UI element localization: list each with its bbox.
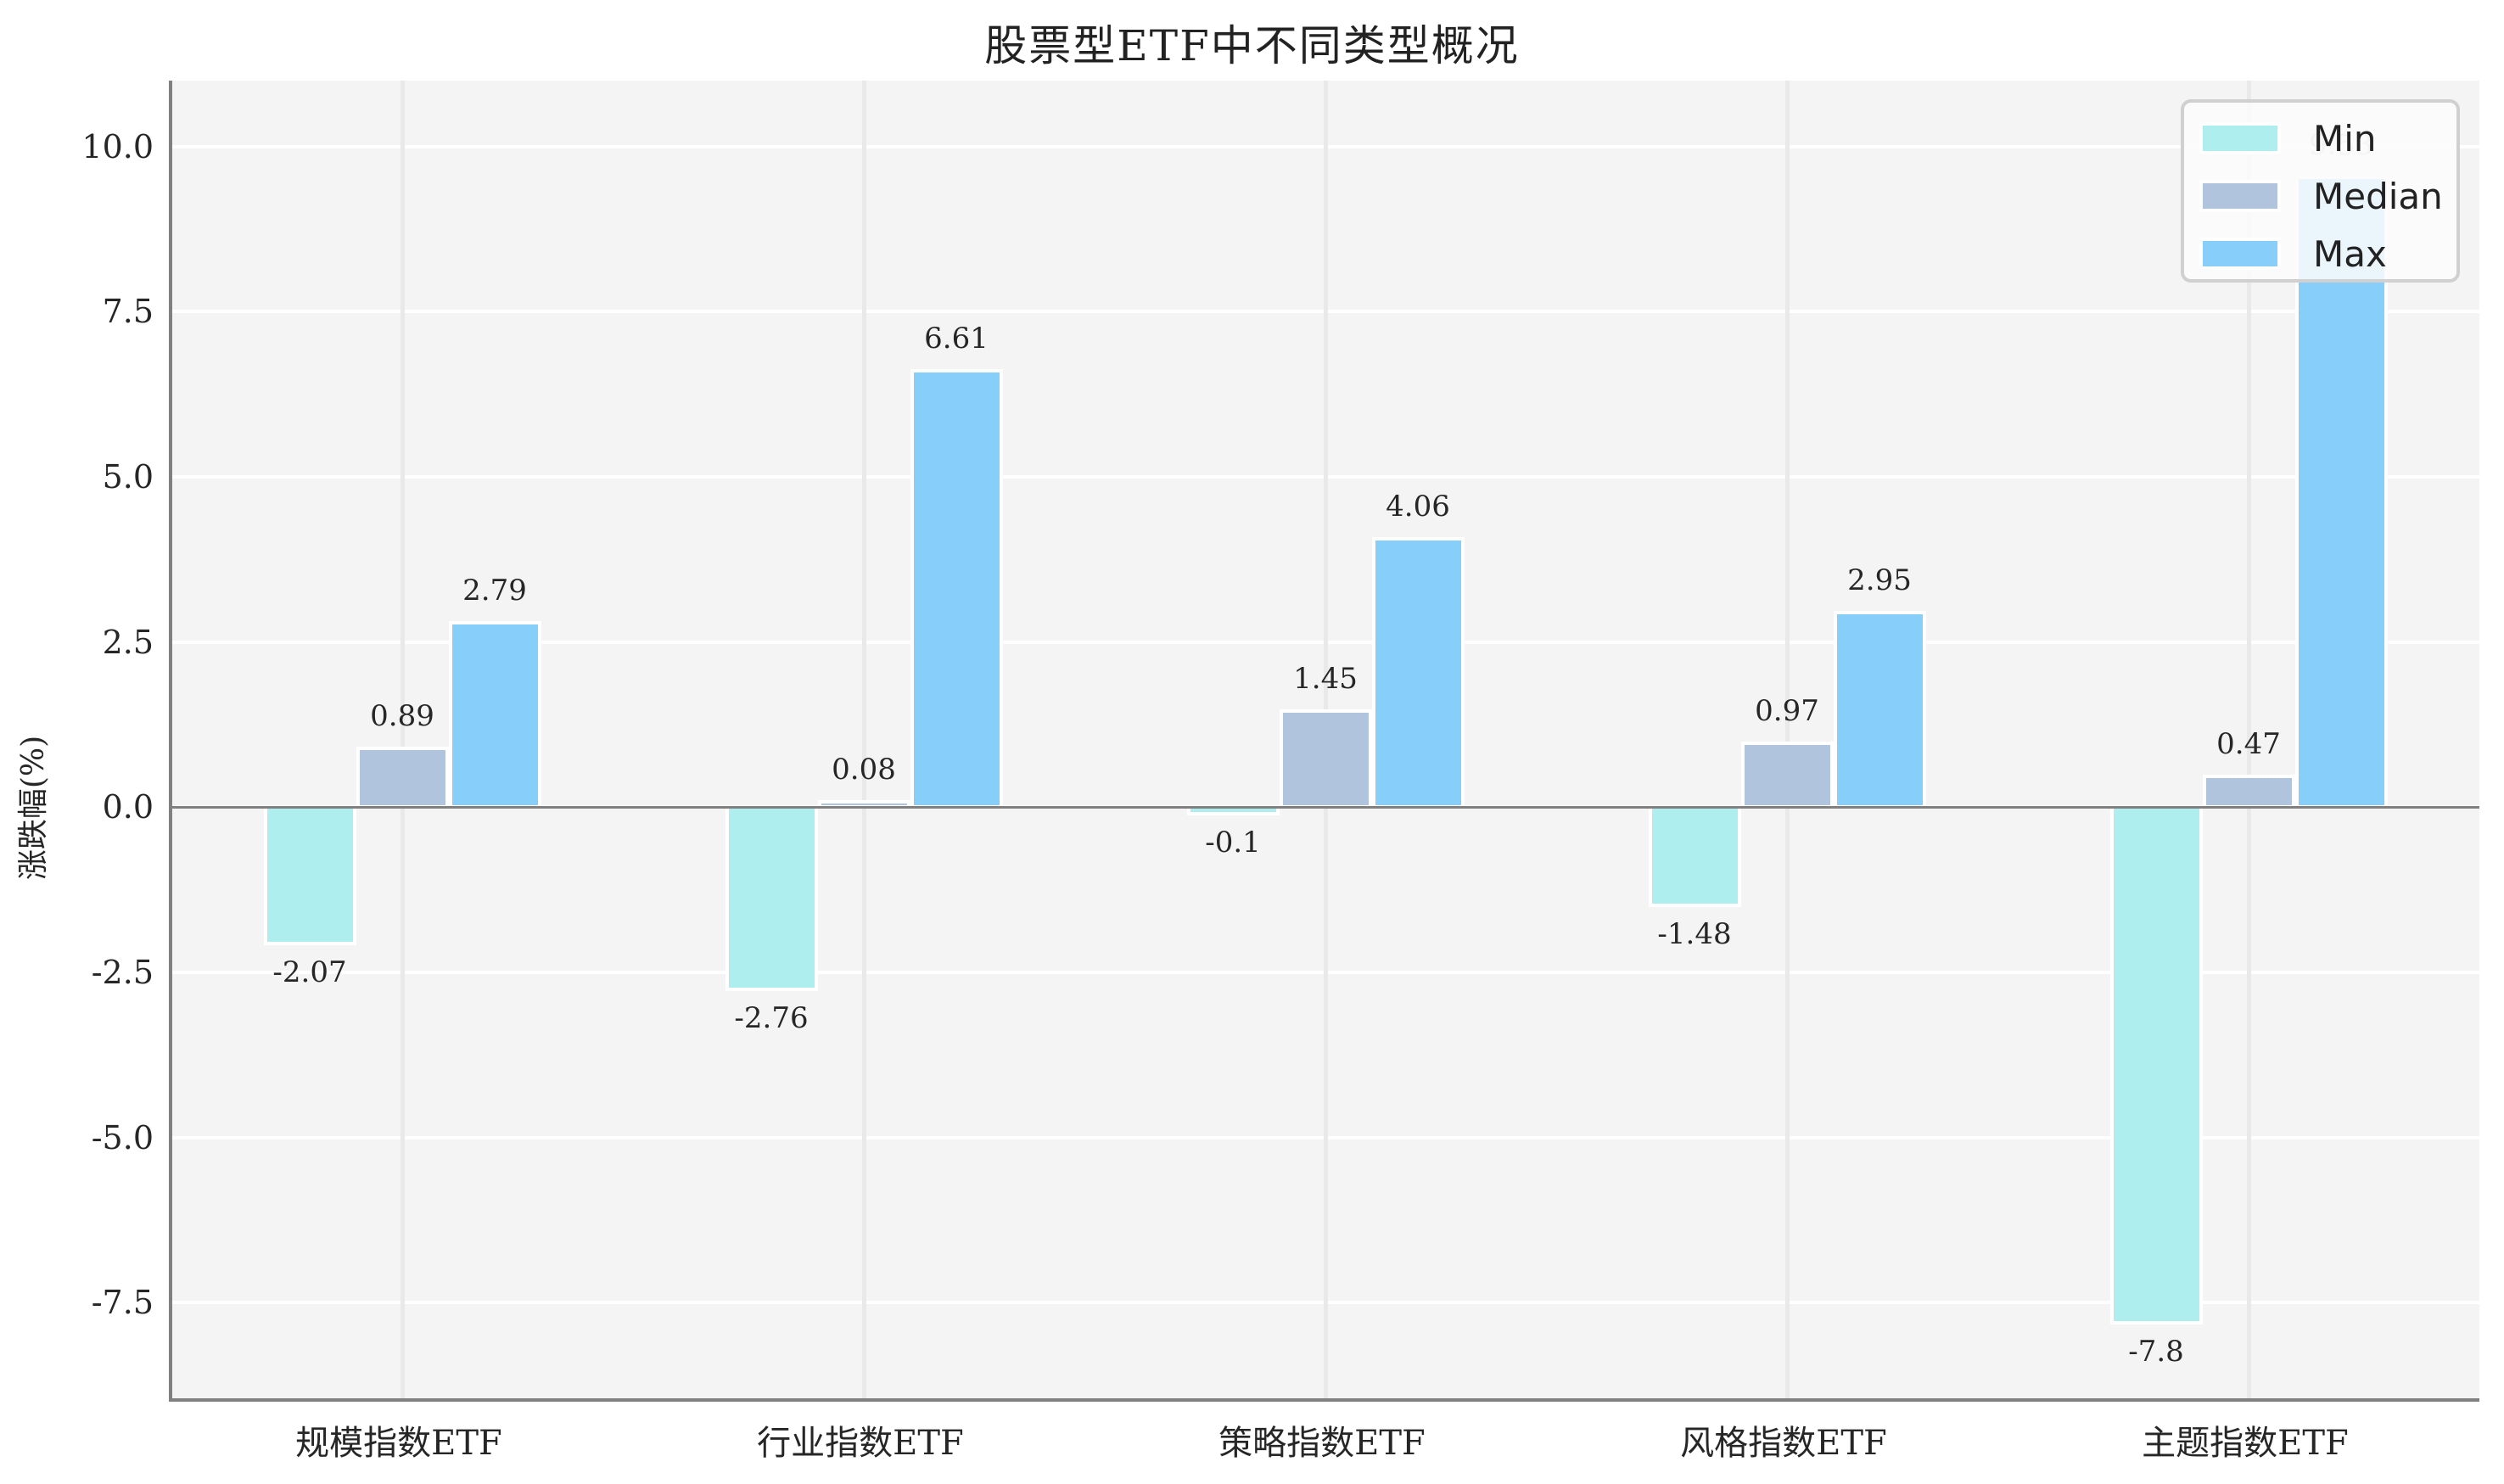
x-gridline [2247,81,2251,1398]
bar-value-label: 0.97 [1755,693,1819,728]
bar-median [1740,741,1834,809]
legend-label-max: Max [2313,232,2387,275]
y-tick-label: -5.0 [91,1118,154,1156]
bar-value-label: -1.48 [1657,916,1732,951]
bar-min [725,805,818,992]
bar-min [2109,805,2203,1324]
bar-value-label: -2.07 [272,955,347,990]
y-axis-label: 涨跌幅(%) [16,735,51,881]
legend-label-min: Min [2313,117,2377,160]
bar-value-label: 0.08 [832,753,896,787]
legend: Min Median Max [2181,99,2460,283]
bar-value-label: -7.8 [2128,1334,2184,1369]
legend-swatch-median [2199,180,2281,212]
y-tick-label: -2.5 [91,953,154,991]
x-tick-label: 策略指数ETF [1218,1424,1426,1463]
bar-min [263,805,356,946]
legend-swatch-min [2199,122,2281,154]
bar-value-label: 6.61 [924,321,989,356]
bar-median [356,747,449,809]
legend-label-median: Median [2313,175,2443,217]
zero-line [172,806,2479,809]
y-tick-label: 10.0 [81,127,154,165]
plot-area: -2.07 -2.76 -0.1 -1.48 -7.8 0.89 0.08 1.45 0.97 0… [169,81,2479,1402]
y-tick-label: 2.5 [102,623,154,661]
x-tick-label: 规模指数ETF [295,1424,502,1463]
bar-value-label: 2.79 [462,574,527,608]
legend-swatch-max [2199,238,2281,270]
bar-value-label: -0.1 [1205,826,1261,860]
bar-value-label: -2.76 [734,1001,809,1036]
legend-item-median: Median [2199,171,2443,221]
x-tick-label: 风格指数ETF [1680,1424,1887,1463]
bar-median [1279,709,1372,809]
bar-value-label: 4.06 [1386,490,1450,524]
bar-value-label: 1.45 [1293,662,1358,697]
legend-item-min: Min [2199,113,2377,164]
x-tick-label: 主题指数ETF [2142,1424,2349,1463]
y-tick-label: 5.0 [102,458,154,496]
x-gridline [1785,81,1790,1398]
x-gridline [401,81,405,1398]
bar-max [910,368,1003,809]
bar-max [1371,537,1465,809]
bar-value-label: 0.47 [2216,726,2281,761]
y-tick-label: 0.0 [102,788,154,826]
bar-max [448,621,541,809]
x-gridline [862,81,866,1398]
bar-min [1648,805,1741,907]
bar-value-label: 0.89 [370,699,434,734]
chart-title: 股票型ETF中不同类型概况 [984,21,1520,70]
bar-value-label: 2.95 [1847,563,1912,597]
x-tick-label: 行业指数ETF [757,1424,964,1463]
y-tick-label: -7.5 [91,1284,154,1322]
y-tick-label: 7.5 [102,293,154,331]
bar-max [1833,610,1926,809]
bar-median [2202,774,2295,809]
legend-item-max: Max [2199,228,2387,279]
